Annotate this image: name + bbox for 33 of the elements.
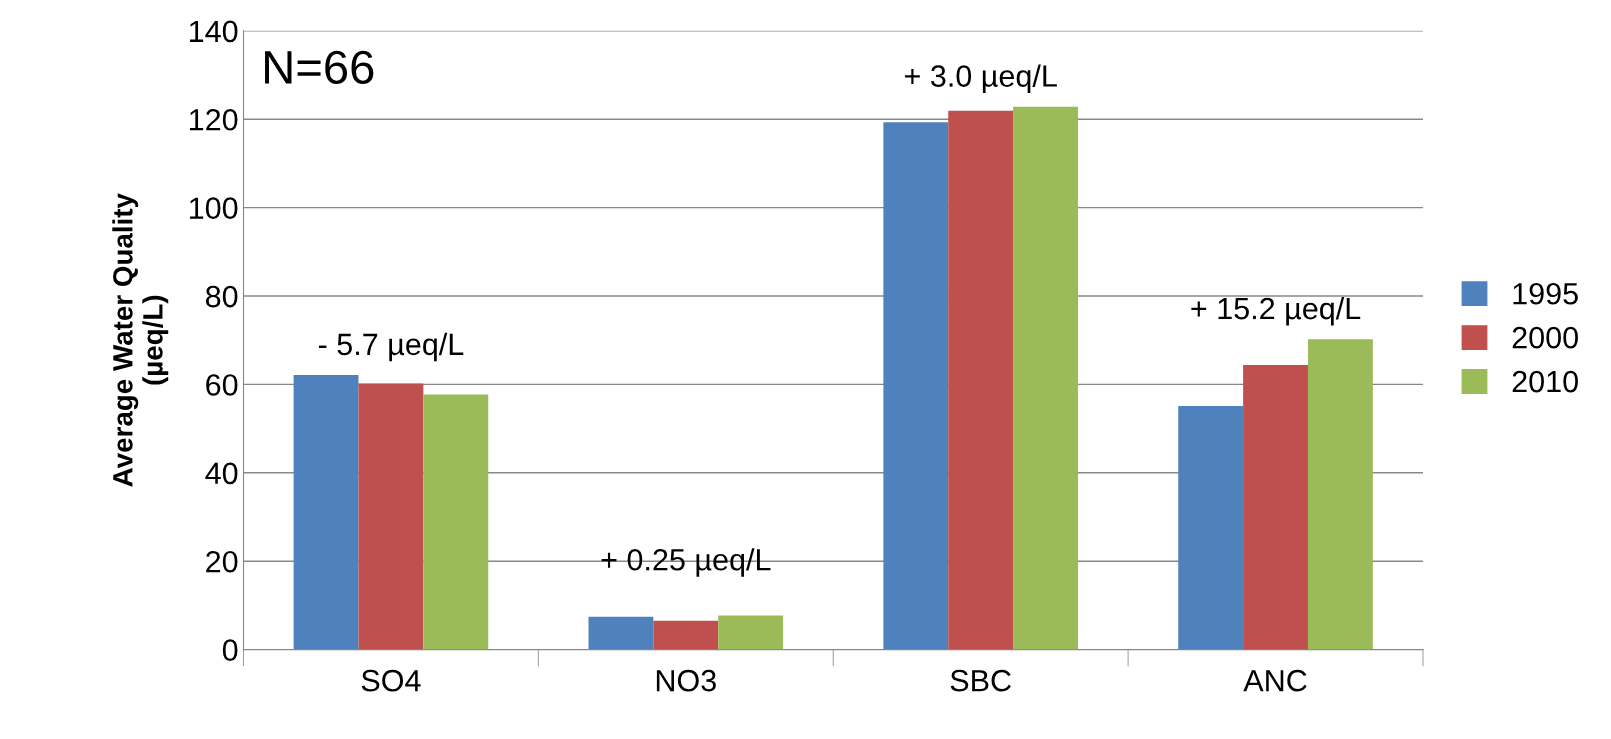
bar [423, 394, 489, 650]
x-tick-label: ANC [1243, 669, 1307, 692]
annotation: + 0.25 µeq/L [601, 548, 771, 577]
annotation: N=66 [265, 50, 374, 85]
y-axis-title: Average Water Quality (µeq/L) [112, 193, 169, 487]
legend-label: 1995 [1513, 282, 1578, 305]
bar [1013, 106, 1078, 650]
bar [948, 110, 1014, 650]
bar [653, 620, 719, 650]
bar [883, 122, 949, 650]
x-tick-label: NO3 [656, 669, 716, 692]
annotation: + 3.0 µeq/L [904, 64, 1057, 93]
bar [358, 383, 424, 650]
legend-label: 2000 [1512, 326, 1578, 349]
bar [588, 616, 654, 650]
y-tick-label: 120 [189, 108, 238, 131]
y-tick-label: 100 [189, 197, 238, 219]
y-tick-label: 0 [222, 639, 238, 661]
bar [1243, 364, 1308, 650]
bar [1178, 406, 1244, 650]
y-tick-label: 20 [206, 550, 238, 573]
legend-label: 2010 [1512, 370, 1578, 393]
y-tick-label: 60 [206, 374, 238, 396]
bar [718, 615, 784, 650]
y-tick-label: 80 [205, 285, 238, 308]
x-tick-label: SO4 [361, 669, 421, 692]
y-tick-label: 40 [205, 462, 238, 485]
bar [293, 375, 359, 650]
y-tick-label: 140 [189, 20, 238, 43]
annotation: + 15.2 µeq/L [1191, 296, 1361, 326]
annotation: - 5.7 µeq/L [318, 332, 464, 362]
x-tick-label: SBC [950, 669, 1011, 692]
bar [1307, 339, 1373, 650]
